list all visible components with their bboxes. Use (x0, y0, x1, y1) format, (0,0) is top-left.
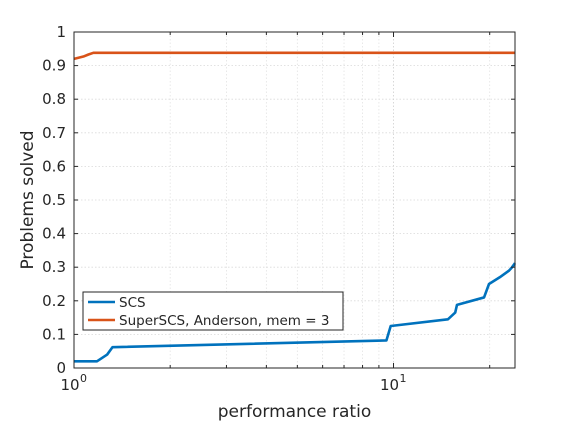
y-axis-title: Problems solved (18, 130, 38, 269)
x-tick-label: 10 (380, 376, 399, 394)
y-tick-label: 0 (56, 359, 66, 377)
x-tick-label: 10 (60, 376, 79, 394)
y-tick-label: 0.9 (42, 57, 66, 75)
x-axis-title: performance ratio (218, 402, 371, 422)
x-tick-label-exponent: 0 (80, 372, 87, 385)
series-line-1 (73, 51, 515, 61)
legend-box (82, 291, 344, 331)
series-layer (73, 51, 517, 363)
y-tick-label: 0.3 (42, 258, 66, 276)
y-tick-label: 0.6 (42, 157, 66, 175)
y-tick-label: 0.8 (42, 90, 66, 108)
y-tick-label: 0.4 (42, 225, 66, 243)
x-tick-label-exponent: 1 (400, 372, 407, 385)
series-line-0 (74, 262, 517, 363)
y-tick-label: 0.2 (42, 292, 66, 310)
ticks (73, 31, 515, 369)
y-tick-label: 0.1 (42, 325, 66, 343)
legend: SCS SuperSCS, Anderson, mem = 3 (82, 291, 344, 331)
y-tick-label: 0.7 (42, 124, 66, 142)
y-tick-label: 0.5 (42, 191, 66, 209)
y-tick-labels: 0 0.1 0.2 0.3 0.4 0.5 0.6 0.7 0.8 0.9 1 (42, 23, 66, 377)
x-tick-labels: 10 0 10 1 (60, 372, 406, 394)
legend-label-superscs: SuperSCS, Anderson, mem = 3 (119, 313, 329, 329)
y-tick-label: 1 (56, 23, 66, 41)
legend-label-scs: SCS (119, 295, 146, 311)
